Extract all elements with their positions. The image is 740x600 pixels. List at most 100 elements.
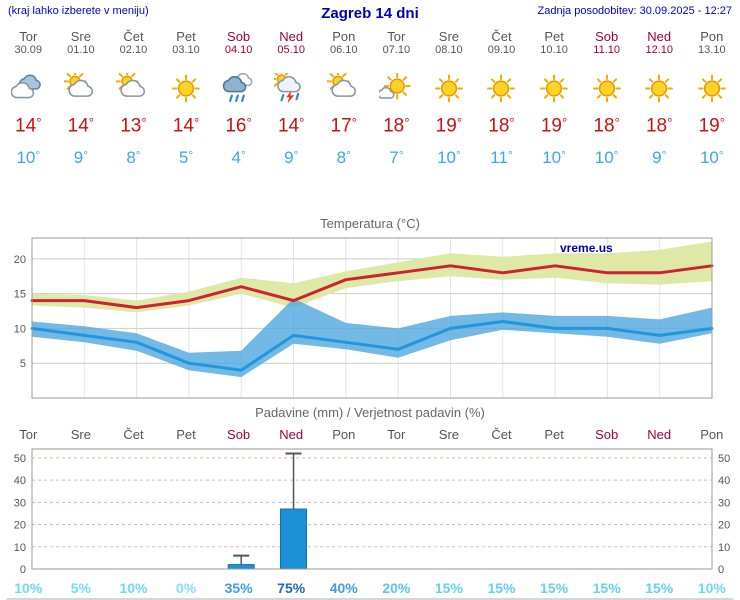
day-low-temp: 10° bbox=[437, 147, 461, 167]
day-column[interactable]: Tor 30.09 14° 10° bbox=[2, 29, 55, 168]
precipitation-chart: 0 0 10 10 20 20 30 30 40 40 50 50 bbox=[14, 448, 730, 576]
day-column[interactable]: Ned 05.10 14° 9° bbox=[265, 29, 318, 168]
day-high-temp: 17° bbox=[330, 115, 357, 137]
temperature-chart-title: Temperatura (°C) bbox=[320, 215, 420, 231]
temperature-chart: 5 10 15 20 vreme.us bbox=[14, 237, 714, 399]
day-date: 09.10 bbox=[487, 44, 516, 56]
day-name: Ned bbox=[279, 29, 304, 44]
day-low-temp: 7° bbox=[389, 147, 404, 167]
day-column[interactable]: Sob 11.10 18° 10° bbox=[580, 29, 633, 168]
header: (kraj lahko izberete v meniju) Zagreb 14… bbox=[0, 0, 740, 22]
precip-probability: 15% bbox=[592, 579, 621, 596]
day-high-temp: 14° bbox=[67, 115, 95, 137]
precip-probability: 5% bbox=[70, 579, 91, 596]
day-date: 08.10 bbox=[435, 44, 463, 56]
day-low-temp: 10° bbox=[16, 147, 41, 167]
day-date: 10.10 bbox=[540, 44, 568, 56]
day-column[interactable]: Pet 10.10 19° 10° bbox=[528, 29, 581, 168]
day-name: Čet bbox=[491, 29, 512, 44]
day-date: 07.10 bbox=[382, 44, 411, 56]
day-name: Sob bbox=[227, 29, 251, 44]
partly-cloudy-icon bbox=[55, 68, 108, 108]
day-column[interactable]: Čet 02.10 13° 8° bbox=[107, 29, 160, 168]
sunny-icon bbox=[423, 68, 476, 108]
day-name: Čet bbox=[123, 29, 144, 44]
day-name: Sre bbox=[70, 29, 91, 44]
day-high-temp: 14° bbox=[277, 115, 305, 137]
sunny-icon bbox=[580, 68, 633, 108]
svg-text:vreme.us: vreme.us bbox=[560, 241, 613, 255]
cloudy-icon bbox=[2, 68, 55, 108]
precip-probability: 15% bbox=[487, 579, 516, 596]
precip-day-label: Ned bbox=[279, 426, 304, 442]
day-high-temp: 19° bbox=[435, 115, 463, 137]
day-low-temp: 10° bbox=[594, 147, 619, 167]
day-low-temp: 8° bbox=[126, 147, 141, 167]
mostly-sunny-icon bbox=[370, 68, 423, 108]
precipitation-day-labels: Tor Sre Čet Pet Sob Ned Pon Tor Sre Čet Pet Sob Ned P… bbox=[0, 426, 740, 443]
day-low-temp: 8° bbox=[336, 147, 351, 167]
svg-text:40: 40 bbox=[14, 475, 26, 487]
day-high-temp: 18° bbox=[383, 115, 410, 137]
svg-text:5: 5 bbox=[20, 358, 26, 370]
sunny-icon bbox=[475, 68, 528, 108]
precipitation-probability-row: 10% 5% 10% 0% 35% 75% 40% 20% 15% 15% 15% 15% 15% 10% bbox=[0, 580, 740, 596]
precip-probability: 75% bbox=[277, 579, 306, 596]
day-date: 02.10 bbox=[119, 44, 148, 56]
day-name: Pon bbox=[332, 29, 356, 44]
precip-probability: 40% bbox=[329, 579, 358, 596]
precip-day-label: Sob bbox=[227, 426, 251, 442]
partly-cloudy-icon bbox=[317, 68, 370, 108]
precip-day-label: Pet bbox=[544, 426, 564, 442]
day-name: Tor bbox=[387, 29, 406, 44]
page-title: Zagreb 14 dni bbox=[321, 5, 419, 22]
day-low-temp: 11° bbox=[490, 147, 513, 167]
precip-day-label: Tor bbox=[387, 426, 406, 442]
precip-probability: 15% bbox=[434, 579, 463, 596]
day-low-temp: 4° bbox=[231, 147, 246, 167]
day-name: Pet bbox=[176, 29, 196, 44]
day-name: Pon bbox=[700, 29, 724, 44]
day-name: Tor bbox=[19, 29, 38, 44]
day-column[interactable]: Pon 06.10 17° 8° bbox=[317, 29, 370, 168]
day-column[interactable]: Sre 08.10 19° 10° bbox=[423, 29, 476, 168]
svg-text:15: 15 bbox=[14, 288, 26, 300]
day-low-temp: 9° bbox=[652, 147, 667, 167]
rain-icon bbox=[212, 68, 265, 108]
horizontal-scrollbar[interactable] bbox=[5, 597, 735, 600]
precip-probability: 15% bbox=[645, 579, 674, 596]
day-column[interactable]: Čet 09.10 18° 11° bbox=[475, 29, 528, 168]
day-high-temp: 14° bbox=[15, 115, 42, 137]
day-name: Ned bbox=[647, 29, 672, 44]
precip-probability: 15% bbox=[540, 579, 569, 596]
day-column[interactable]: Tor 07.10 18° 7° bbox=[370, 29, 423, 168]
partly-cloudy-icon bbox=[107, 68, 160, 108]
svg-text:0: 0 bbox=[20, 564, 26, 576]
day-column[interactable]: Pet 03.10 14° 5° bbox=[160, 29, 213, 168]
day-low-temp: 9° bbox=[284, 147, 299, 167]
precip-probability: 10% bbox=[697, 579, 726, 596]
precip-probability: 0% bbox=[175, 579, 197, 596]
precip-day-label: Čet bbox=[491, 426, 512, 442]
precip-probability: 20% bbox=[382, 579, 411, 596]
svg-text:30: 30 bbox=[14, 497, 26, 509]
sunny-icon bbox=[633, 68, 686, 108]
day-date: 06.10 bbox=[329, 44, 358, 56]
day-column[interactable]: Sob 04.10 16° 4° bbox=[212, 29, 265, 168]
day-column[interactable]: Sre 01.10 14° 9° bbox=[55, 29, 108, 168]
day-high-temp: 16° bbox=[225, 115, 252, 137]
day-high-temp: 19° bbox=[540, 115, 568, 137]
precip-day-label: Čet bbox=[123, 426, 144, 442]
day-column[interactable]: Ned 12.10 18° 9° bbox=[633, 29, 686, 168]
day-column[interactable]: Pon 13.10 19° 10° bbox=[686, 29, 739, 168]
precip-day-label: Sre bbox=[438, 426, 460, 442]
precip-day-label: Pon bbox=[700, 426, 724, 442]
menu-hint: (kraj lahko izberete v meniju) bbox=[8, 5, 149, 17]
svg-text:20: 20 bbox=[14, 254, 26, 266]
day-high-temp: 13° bbox=[120, 115, 147, 137]
day-date: 01.10 bbox=[67, 44, 95, 56]
precip-day-label: Pet bbox=[176, 426, 196, 442]
sunny-icon bbox=[160, 68, 213, 108]
sunny-icon bbox=[686, 68, 739, 108]
